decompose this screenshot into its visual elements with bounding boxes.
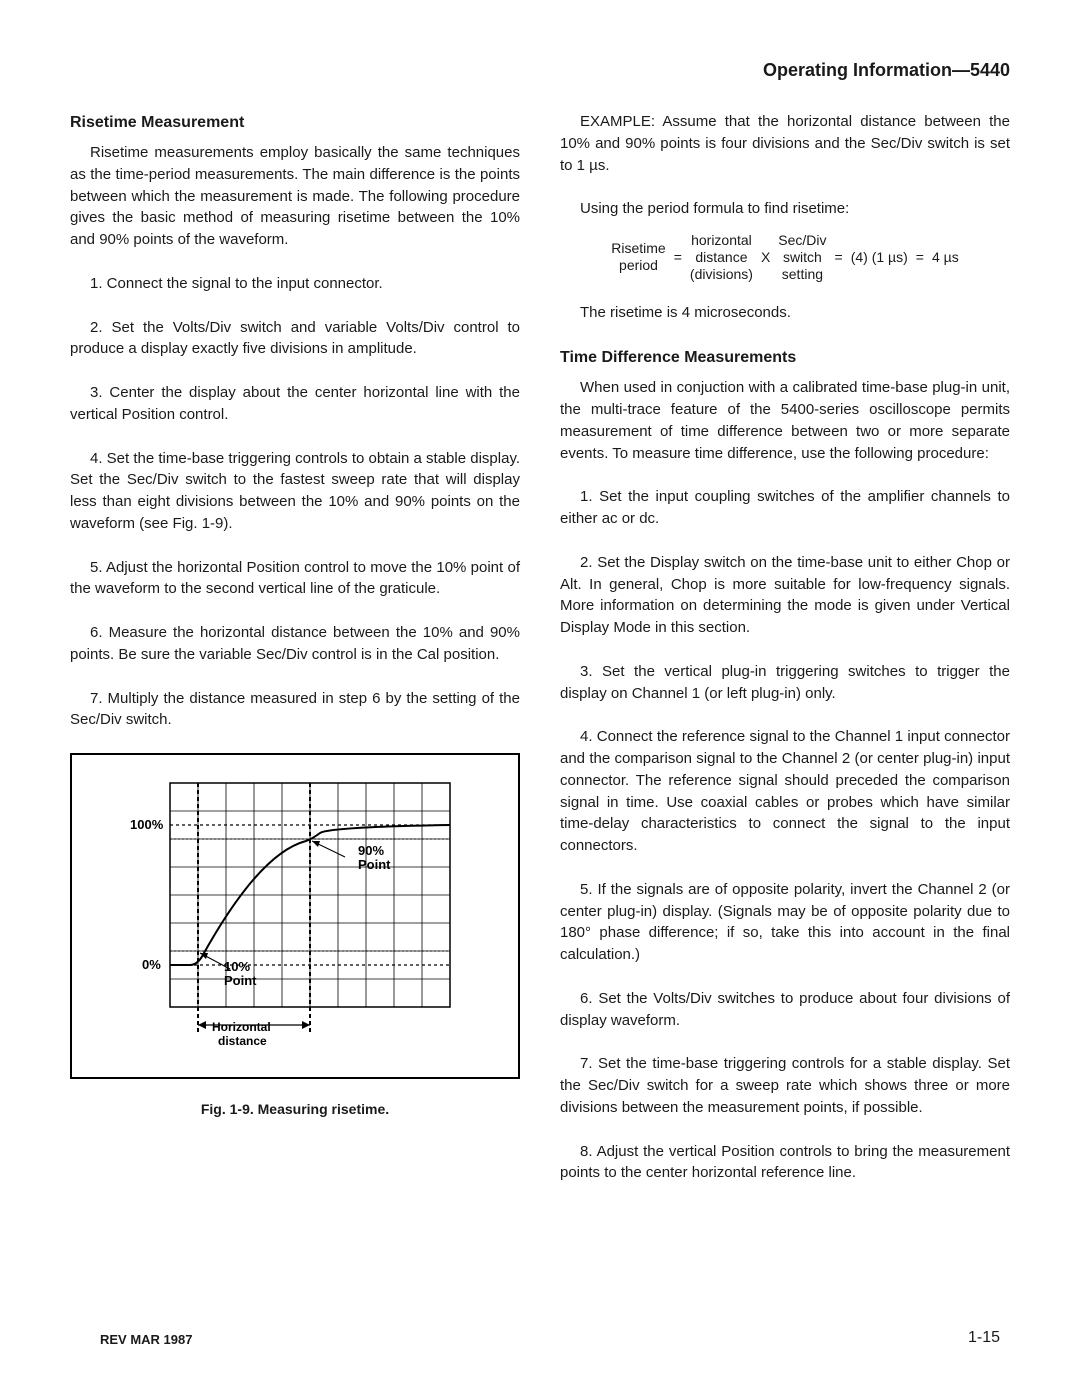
f-eq1: = — [674, 247, 682, 267]
step-3: 3. Center the display about the center h… — [70, 382, 520, 426]
label-0: 0% — [142, 957, 161, 972]
td-intro: When used in conjuction with a calibrate… — [560, 377, 1010, 464]
f-c1c: (divisions) — [690, 266, 753, 283]
td-2: 2. Set the Display switch on the time-ba… — [560, 552, 1010, 639]
using-formula: Using the period formula to find risetim… — [560, 198, 1010, 220]
td-3: 3. Set the vertical plug-in triggering s… — [560, 661, 1010, 705]
step-6: 6. Measure the horizontal distance betwe… — [70, 622, 520, 666]
risetime-intro: Risetime measurements employ basically t… — [70, 142, 520, 251]
f-lhs1: Risetime — [611, 240, 665, 257]
label-10b: Point — [224, 973, 257, 988]
step-2: 2. Set the Volts/Div switch and variable… — [70, 317, 520, 361]
example-text: EXAMPLE: Assume that the horizontal dist… — [560, 111, 1010, 176]
right-column: EXAMPLE: Assume that the horizontal dist… — [560, 111, 1010, 1206]
header-title: Operating Information—5440 — [70, 60, 1010, 81]
figure-1-9: 100% 0% 90% Point 10% Point Horizontal d… — [70, 753, 520, 1119]
f-lhs2: period — [619, 257, 658, 274]
f-c2c: setting — [782, 266, 823, 283]
label-100: 100% — [130, 817, 164, 832]
page-number: 1-15 — [968, 1329, 1000, 1347]
f-x: X — [761, 247, 770, 267]
f-c1a: horizontal — [691, 232, 752, 249]
figure-frame: 100% 0% 90% Point 10% Point Horizontal d… — [70, 753, 520, 1079]
step-1: 1. Connect the signal to the input conne… — [70, 273, 520, 295]
td-6: 6. Set the Volts/Div switches to produce… — [560, 988, 1010, 1032]
figure-caption: Fig. 1-9. Measuring risetime. — [70, 1099, 520, 1119]
risetime-diagram: 100% 0% 90% Point 10% Point Horizontal d… — [110, 773, 480, 1063]
left-column: Risetime Measurement Risetime measuremen… — [70, 111, 520, 1206]
risetime-heading: Risetime Measurement — [70, 111, 520, 134]
f-c2a: Sec/Div — [778, 232, 826, 249]
step-4: 4. Set the time-base triggering controls… — [70, 448, 520, 535]
label-90b: Point — [358, 857, 391, 872]
f-c1b: distance — [695, 249, 747, 266]
label-hor2: distance — [218, 1034, 267, 1048]
f-c2b: switch — [783, 249, 822, 266]
f-eq3: = — [916, 247, 924, 267]
time-diff-heading: Time Difference Measurements — [560, 346, 1010, 369]
step-5: 5. Adjust the horizontal Position contro… — [70, 557, 520, 601]
label-10: 10% — [224, 959, 250, 974]
td-7: 7. Set the time-base triggering controls… — [560, 1053, 1010, 1118]
risetime-formula: Risetime period = horizontal distance (d… — [560, 232, 1010, 282]
f-eq2: = — [835, 247, 843, 267]
step-7: 7. Multiply the distance measured in ste… — [70, 688, 520, 732]
f-rhs1: (4) (1 µs) — [851, 247, 908, 267]
label-90: 90% — [358, 843, 384, 858]
f-rhs2: 4 µs — [932, 247, 959, 267]
label-hor1: Horizontal — [212, 1020, 271, 1034]
td-5: 5. If the signals are of opposite polari… — [560, 879, 1010, 966]
td-8: 8. Adjust the vertical Position controls… — [560, 1141, 1010, 1185]
td-4: 4. Connect the reference signal to the C… — [560, 726, 1010, 857]
risetime-result: The risetime is 4 microseconds. — [560, 302, 1010, 324]
two-column-layout: Risetime Measurement Risetime measuremen… — [70, 111, 1010, 1206]
revision-date: REV MAR 1987 — [100, 1332, 192, 1347]
td-1: 1. Set the input coupling switches of th… — [560, 486, 1010, 530]
